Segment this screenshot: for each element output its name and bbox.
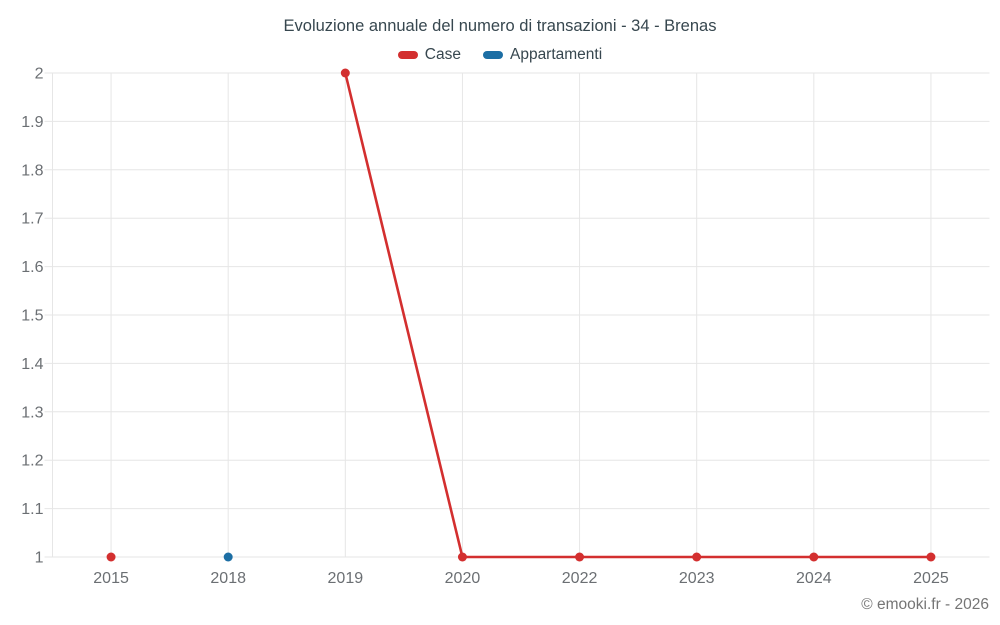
legend-label-appartamenti: Appartamenti xyxy=(509,46,603,63)
y-tick-label: 1.5 xyxy=(21,308,43,325)
y-tick-label: 1.8 xyxy=(21,162,43,179)
y-tick-label: 1.7 xyxy=(21,211,43,228)
copyright: © emooki.fr - 2026 xyxy=(861,596,989,613)
x-tick-label: 2023 xyxy=(679,570,715,587)
y-tick-label: 2 xyxy=(35,66,44,83)
legend-swatch-case xyxy=(397,51,418,59)
data-point-case-2023[interactable] xyxy=(692,552,702,562)
x-tick-label: 2020 xyxy=(445,570,481,587)
legend-item-case[interactable]: Case xyxy=(397,46,461,64)
x-tick-label: 2019 xyxy=(328,570,364,587)
y-tick-label: 1 xyxy=(35,550,44,567)
legend: Case Appartamenti xyxy=(0,46,1000,64)
data-point-appartamenti-2018[interactable] xyxy=(223,552,233,562)
y-tick-label: 1.6 xyxy=(21,259,43,276)
y-tick-label: 1.4 xyxy=(21,356,43,373)
data-point-case-2022[interactable] xyxy=(575,552,585,562)
data-point-case-2024[interactable] xyxy=(809,552,819,562)
y-tick-label: 1.9 xyxy=(21,114,43,131)
x-tick-label: 2022 xyxy=(562,570,598,587)
y-tick-label: 1.2 xyxy=(21,453,43,470)
x-tick-label: 2024 xyxy=(796,570,832,587)
y-tick-label: 1.1 xyxy=(21,501,43,518)
data-point-case-2015[interactable] xyxy=(106,552,116,562)
x-tick-label: 2018 xyxy=(210,570,246,587)
legend-item-appartamenti[interactable]: Appartamenti xyxy=(482,46,603,64)
data-point-case-2025[interactable] xyxy=(926,552,936,562)
legend-label-case: Case xyxy=(424,46,461,63)
series-line-case xyxy=(344,72,931,559)
chart-title: Evoluzione annuale del numero di transaz… xyxy=(283,17,717,35)
x-tick-label: 2015 xyxy=(93,570,129,587)
data-point-case-2020[interactable] xyxy=(457,552,467,562)
legend-swatch-appartamenti xyxy=(482,51,503,59)
y-tick-label: 1.3 xyxy=(21,404,43,421)
x-tick-label: 2025 xyxy=(913,570,949,587)
data-point-case-2019[interactable] xyxy=(340,68,350,78)
